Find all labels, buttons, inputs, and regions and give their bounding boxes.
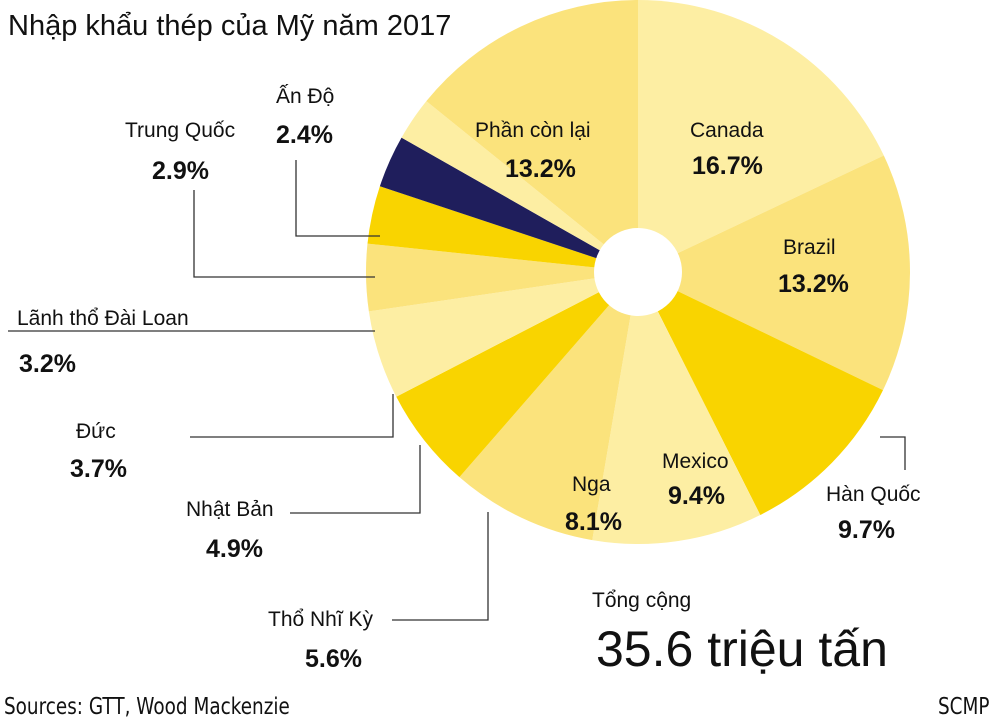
label-brazil: Brazil [783, 236, 836, 259]
label-nhat-ban: Nhật Bản [186, 498, 274, 521]
leader-han-quoc [880, 436, 906, 470]
value-mexico: 9.4% [668, 482, 725, 510]
slice-nhật-bản [368, 272, 638, 397]
value-brazil: 13.2% [778, 270, 849, 298]
value-an-do: 2.4% [276, 121, 333, 149]
leader-an-do [295, 160, 380, 237]
slice-nga [459, 272, 638, 541]
slice-lãnh-thổ-đài-loan [367, 186, 638, 272]
label-canada: Canada [690, 119, 764, 142]
value-canada: 16.7% [692, 152, 763, 180]
leader-tho-nhi-ky [392, 512, 489, 621]
value-han-quoc: 9.7% [838, 516, 895, 544]
slice-thổ-nhĩ-kỳ [396, 272, 638, 478]
credit: SCMP [938, 694, 990, 720]
leader-trung-quoc [193, 190, 375, 278]
label-han-quoc: Hàn Quốc [826, 483, 921, 506]
label-duc: Đức [76, 420, 116, 443]
label-nga: Nga [572, 473, 611, 496]
leader-lines [8, 160, 906, 621]
label-tho-nhi-ky: Thổ Nhĩ Kỳ [268, 608, 374, 631]
value-tho-nhi-ky: 5.6% [305, 645, 362, 673]
label-dai-loan: Lãnh thổ Đài Loan [17, 307, 189, 330]
label-trung-quoc: Trung Quốc [125, 119, 236, 142]
label-mexico: Mexico [662, 450, 729, 473]
label-phan-con-lai: Phần còn lại [475, 119, 591, 142]
slice-hàn-quốc [638, 272, 884, 515]
leader-nhat-ban [290, 445, 421, 514]
chart-title: Nhập khẩu thép của Mỹ năm 2017 [8, 10, 452, 42]
slice-phần-còn-lại [426, 0, 638, 272]
value-phan-con-lai: 13.2% [505, 155, 576, 183]
slice-brazil [638, 155, 910, 391]
slice-đức [365, 243, 638, 312]
value-nga: 8.1% [565, 508, 622, 536]
slice-trung-quốc [379, 137, 638, 272]
slice-ấn-độ [401, 101, 638, 272]
donut-hole [594, 228, 682, 316]
label-an-do: Ấn Độ [276, 85, 335, 108]
slice-canada [638, 0, 884, 272]
total-value: 35.6 triệu tấn [596, 621, 888, 677]
leader-duc [190, 394, 394, 438]
value-duc: 3.7% [70, 455, 127, 483]
value-trung-quoc: 2.9% [152, 157, 209, 185]
value-dai-loan: 3.2% [19, 350, 76, 378]
value-nhat-ban: 4.9% [206, 535, 263, 563]
slice-mexico [592, 272, 761, 545]
source-note: Sources: GTT, Wood Mackenzie [4, 694, 290, 720]
total-label: Tổng cộng [592, 589, 692, 612]
